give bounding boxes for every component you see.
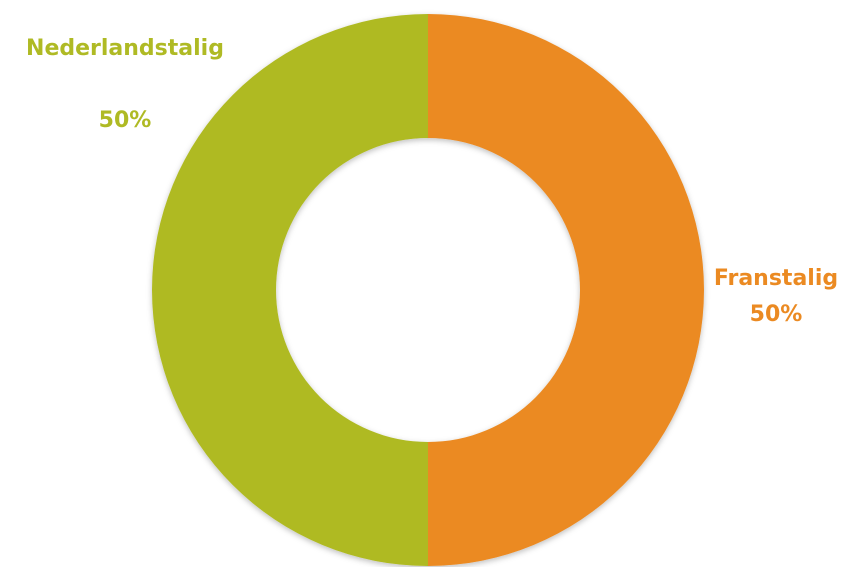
slice-value-franstalig: 50% <box>750 302 803 327</box>
slice-label-franstalig: Franstalig <box>714 266 838 291</box>
donut-slice-nederlandstalig <box>152 14 428 566</box>
donut-slices <box>152 14 704 566</box>
slice-label-nederlandstalig: Nederlandstalig <box>26 36 224 61</box>
donut-slice-franstalig <box>428 14 704 566</box>
slice-value-nederlandstalig: 50% <box>99 108 152 133</box>
